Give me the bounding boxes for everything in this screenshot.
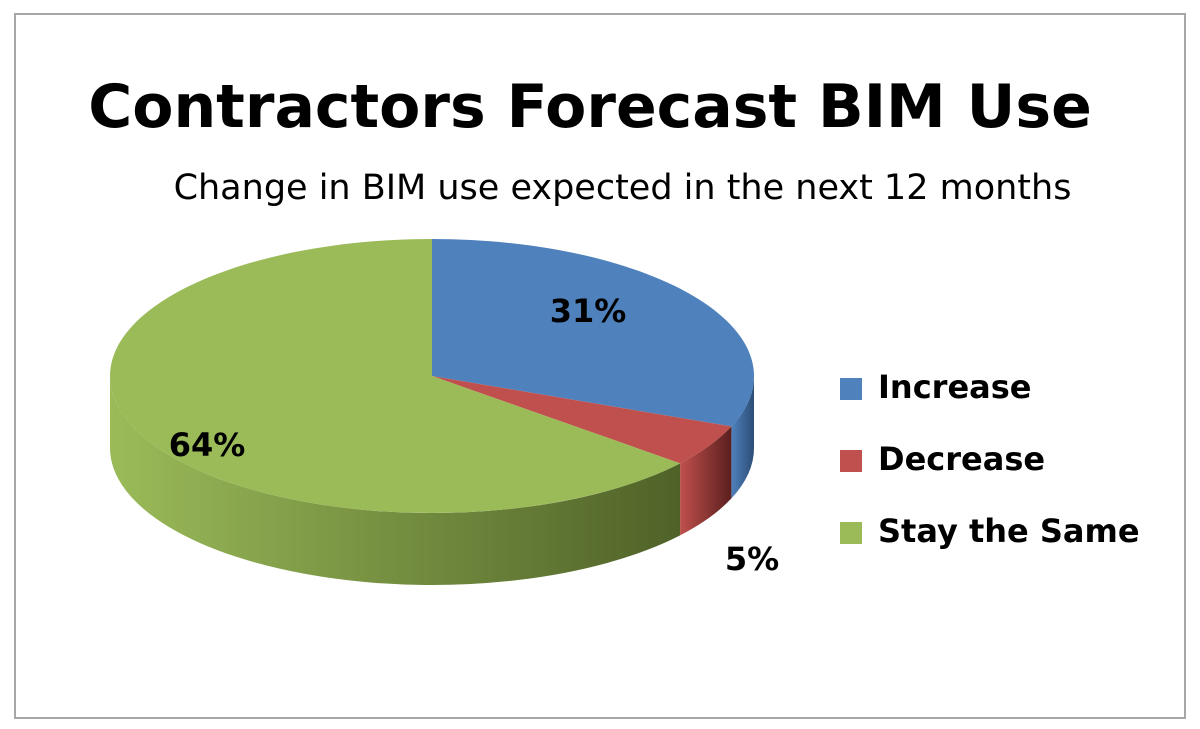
pie-side-increase [731,376,754,499]
legend-label-decrease: Decrease [878,440,1046,478]
legend-label-stay-the-same: Stay the Same [878,512,1140,550]
pie-side-decrease [680,426,732,536]
data-label-stay-the-same: 64% [169,426,246,464]
pie-side-stay-the-same [110,376,681,585]
data-label-increase: 31% [550,292,627,330]
pie-slice-decrease [432,376,732,464]
pie-slice-stay-the-same [109,238,681,513]
data-label-decrease: 5% [725,540,779,578]
chart-title: Contractors Forecast BIM Use [88,72,1092,142]
pie-slice-increase [432,239,754,427]
legend-swatch-increase [840,378,862,400]
legend-swatch-stay-the-same [840,522,862,544]
legend-swatch-decrease [840,450,862,472]
legend-label-increase: Increase [878,368,1032,406]
chart-subtitle: Change in BIM use expected in the next 1… [173,168,1072,208]
